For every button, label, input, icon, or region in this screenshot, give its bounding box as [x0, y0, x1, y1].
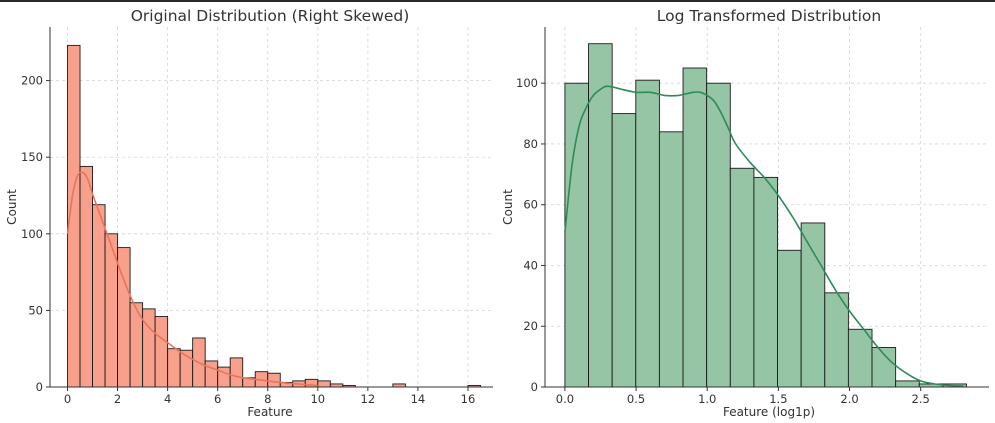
chart-title: Original Distribution (Right Skewed) [131, 7, 410, 25]
histogram-bar [167, 348, 181, 388]
histogram-bar [142, 308, 156, 388]
histogram-bar [611, 113, 637, 388]
kde-curve [564, 85, 964, 387]
y-axis-label: Count [5, 189, 19, 225]
histogram-bar [564, 82, 589, 388]
x-axis-label: Feature [247, 405, 292, 419]
y-tick-label: 40 [523, 258, 538, 272]
x-tick-label: 10 [310, 392, 325, 406]
histogram-bar [204, 360, 219, 388]
x-tick-label: 12 [361, 392, 376, 406]
x-tick-label: 0.0 [556, 392, 574, 406]
y-tick-label: 200 [21, 74, 43, 88]
histogram-bar [267, 372, 281, 388]
histogram-bar [895, 380, 920, 388]
x-tick-label: 1.0 [698, 392, 716, 406]
histogram-bar [229, 357, 244, 388]
y-tick-label: 0 [531, 380, 538, 394]
top-border [0, 0, 995, 2]
x-tick-label: 1.5 [769, 392, 787, 406]
y-tick-label: 20 [523, 319, 538, 333]
x-tick-label: 2 [114, 392, 121, 406]
x-tick-label: 14 [411, 392, 426, 406]
y-tick-label: 150 [21, 150, 43, 164]
chart-title: Log Transformed Distribution [657, 7, 881, 25]
x-tick-label: 2.5 [912, 392, 930, 406]
histogram-bar [588, 43, 613, 388]
x-tick-label: 2.0 [840, 392, 858, 406]
x-tick-label: 8 [264, 392, 271, 406]
histogram-bar [92, 204, 106, 388]
x-tick-label: 0.5 [627, 392, 645, 406]
y-axis-label: Count [501, 189, 515, 225]
histogram-bar [800, 222, 826, 388]
x-axis-label: Feature (log1p) [723, 405, 815, 419]
kde-curve [66, 171, 318, 387]
y-tick-label: 100 [21, 227, 43, 241]
y-tick-label: 80 [523, 137, 538, 151]
histogram-bar [682, 67, 708, 388]
x-tick-label: 4 [164, 392, 171, 406]
histogram-bar [154, 316, 169, 388]
y-tick-label: 0 [36, 380, 43, 394]
chart-original-distribution: Original Distribution (Right Skewed) 0 2 4… [5, 7, 493, 419]
y-tick-label: 50 [28, 303, 43, 317]
histogram-bar [706, 82, 731, 388]
histogram-bar [847, 328, 873, 388]
histogram-bar [729, 167, 755, 388]
histogram-bar [317, 380, 331, 388]
histogram-bar [658, 131, 684, 388]
y-tick-label: 100 [516, 76, 538, 90]
histogram-bar [777, 249, 802, 388]
chart-log-transformed-distribution: Log Transformed Distribution 0.0 0.5 1.0 1.… [501, 7, 989, 419]
x-tick-label: 0 [64, 392, 71, 406]
y-tick-label: 60 [523, 198, 538, 212]
histogram-bar [753, 176, 778, 388]
x-tick-label: 6 [214, 392, 221, 406]
x-tick-label: 16 [461, 392, 476, 406]
histogram-bar [79, 165, 93, 388]
histogram-bar [635, 79, 660, 388]
histogram-bar [824, 292, 849, 388]
